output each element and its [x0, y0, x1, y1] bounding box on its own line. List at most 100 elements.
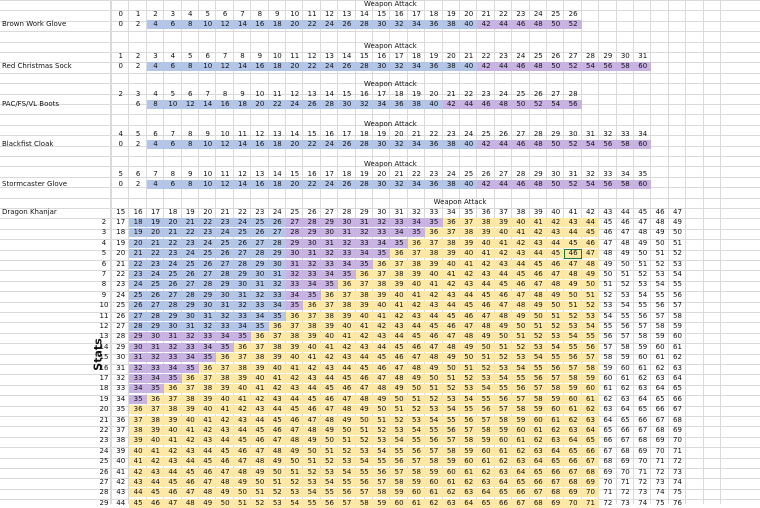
stat-value[interactable]: 26 — [499, 130, 508, 138]
khanjar-value[interactable]: 66 — [547, 467, 565, 477]
khanjar-value[interactable]: 39 — [355, 301, 373, 311]
stat-value[interactable]: 4 — [188, 10, 193, 18]
stat-value[interactable]: 6 — [222, 10, 228, 18]
khanjar-value[interactable]: 40 — [320, 332, 339, 342]
weapon-attack-col[interactable]: 38 — [516, 208, 526, 216]
khanjar-value[interactable]: 66 — [512, 488, 530, 498]
khanjar-value[interactable]: 48 — [251, 457, 269, 467]
attack-value[interactable]: 12 — [216, 62, 234, 71]
khanjar-value[interactable]: 58 — [512, 405, 530, 415]
khanjar-value[interactable]: 67 — [673, 405, 682, 414]
khanjar-value[interactable]: 47 — [355, 384, 373, 394]
khanjar-value[interactable]: 32 — [373, 218, 391, 227]
khanjar-value[interactable]: 44 — [547, 238, 565, 248]
khanjar-value[interactable]: 43 — [199, 436, 217, 446]
attack-value[interactable]: 4 — [146, 62, 165, 71]
khanjar-value[interactable]: 49 — [407, 374, 426, 383]
khanjar-value[interactable]: 36 — [251, 332, 269, 342]
khanjar-value[interactable]: 41 — [251, 384, 269, 394]
attack-value[interactable]: 18 — [268, 62, 286, 71]
khanjar-value[interactable]: 47 — [338, 394, 356, 404]
khanjar-value[interactable]: 24 — [116, 290, 126, 299]
stat-value[interactable]: 17 — [325, 170, 334, 178]
khanjar-value[interactable]: 50 — [251, 478, 269, 487]
attack-value[interactable]: 44 — [460, 100, 478, 109]
attack-value[interactable]: 14 — [199, 100, 217, 109]
khanjar-value[interactable]: 33 — [216, 322, 234, 331]
khanjar-value[interactable]: 71 — [620, 478, 630, 486]
stat-value[interactable]: 24 — [533, 10, 543, 18]
khanjar-value[interactable]: 34 — [116, 394, 126, 403]
khanjar-value[interactable]: 35 — [425, 218, 443, 227]
khanjar-value[interactable]: 57 — [407, 457, 426, 467]
khanjar-value[interactable]: 28 — [286, 228, 304, 238]
khanjar-value[interactable]: 46 — [355, 374, 373, 383]
khanjar-value[interactable]: 30 — [181, 311, 199, 321]
khanjar-value[interactable]: 38 — [460, 228, 478, 238]
khanjar-value[interactable]: 46 — [390, 353, 408, 363]
stat-value[interactable]: 9 — [188, 170, 193, 178]
attack-value[interactable]: 52 — [564, 62, 582, 71]
khanjar-value[interactable]: 44 — [129, 488, 147, 498]
khanjar-value[interactable]: 53 — [547, 332, 565, 342]
khanjar-value[interactable]: 38 — [303, 322, 321, 331]
khanjar-value[interactable]: 65 — [529, 467, 547, 477]
khanjar-value[interactable]: 70 — [564, 498, 582, 508]
khanjar-value[interactable]: 52 — [673, 249, 682, 258]
khanjar-value[interactable]: 49 — [303, 436, 321, 446]
weapon-attack-col[interactable]: 43 — [603, 208, 613, 216]
attack-value[interactable]: 18 — [233, 100, 252, 109]
khanjar-value[interactable]: 55 — [581, 332, 600, 342]
khanjar-value[interactable]: 55 — [512, 374, 530, 383]
khanjar-value[interactable]: 54 — [547, 342, 565, 352]
khanjar-value[interactable]: 49 — [638, 238, 648, 247]
khanjar-value[interactable]: 24 — [233, 218, 252, 227]
khanjar-value[interactable]: 41 — [233, 394, 252, 404]
weapon-attack-col[interactable]: 46 — [655, 208, 665, 216]
khanjar-value[interactable]: 56 — [638, 311, 648, 320]
weapon-attack-col[interactable]: 44 — [620, 208, 630, 216]
khanjar-value[interactable]: 37 — [425, 238, 443, 248]
khanjar-value[interactable]: 38 — [425, 249, 443, 259]
khanjar-value[interactable]: 43 — [251, 405, 269, 415]
khanjar-value[interactable]: 56 — [477, 405, 495, 415]
attack-value[interactable]: 32 — [390, 62, 408, 71]
khanjar-value[interactable]: 46 — [181, 478, 199, 487]
khanjar-value[interactable]: 65 — [477, 498, 495, 508]
khanjar-value[interactable]: 45 — [581, 228, 600, 238]
stat-value[interactable]: 6 — [188, 90, 193, 98]
khanjar-value[interactable]: 47 — [407, 353, 426, 363]
khanjar-value[interactable]: 43 — [564, 218, 582, 227]
khanjar-value[interactable]: 27 — [268, 228, 286, 238]
attack-value[interactable]: 10 — [164, 100, 182, 109]
khanjar-value[interactable]: 64 — [638, 394, 648, 403]
khanjar-value[interactable]: 44 — [355, 353, 373, 363]
stat-value[interactable]: 2 — [135, 52, 141, 60]
khanjar-value[interactable]: 28 — [181, 290, 199, 300]
khanjar-value[interactable]: 62 — [494, 457, 513, 467]
khanjar-value[interactable]: 39 — [407, 270, 426, 279]
khanjar-value[interactable]: 41 — [425, 280, 443, 290]
khanjar-value[interactable]: 49 — [355, 405, 373, 415]
khanjar-value[interactable]: 36 — [216, 353, 234, 363]
khanjar-value[interactable]: 50 — [655, 238, 665, 247]
khanjar-value[interactable]: 51 — [673, 238, 682, 247]
khanjar-value[interactable]: 48 — [373, 384, 391, 394]
attack-value[interactable]: 28 — [320, 100, 339, 109]
khanjar-value[interactable]: 23 — [146, 259, 165, 269]
khanjar-value[interactable]: 76 — [673, 498, 682, 507]
attack-value[interactable]: 58 — [616, 180, 634, 189]
khanjar-value[interactable]: 56 — [673, 290, 682, 299]
khanjar-value[interactable]: 57 — [603, 342, 613, 351]
khanjar-value[interactable]: 49 — [216, 488, 234, 498]
stat-value[interactable]: 28 — [533, 130, 543, 138]
khanjar-value[interactable]: 40 — [286, 353, 304, 363]
khanjar-value[interactable]: 56 — [390, 457, 408, 467]
khanjar-value[interactable]: 55 — [477, 394, 495, 404]
weapon-attack-col[interactable]: 42 — [586, 208, 595, 216]
attack-value[interactable]: 20 — [286, 20, 304, 29]
khanjar-value[interactable]: 60 — [442, 467, 460, 477]
khanjar-value[interactable]: 53 — [494, 363, 513, 373]
khanjar-value[interactable]: 37 — [181, 384, 199, 394]
khanjar-value[interactable]: 19 — [116, 238, 126, 247]
